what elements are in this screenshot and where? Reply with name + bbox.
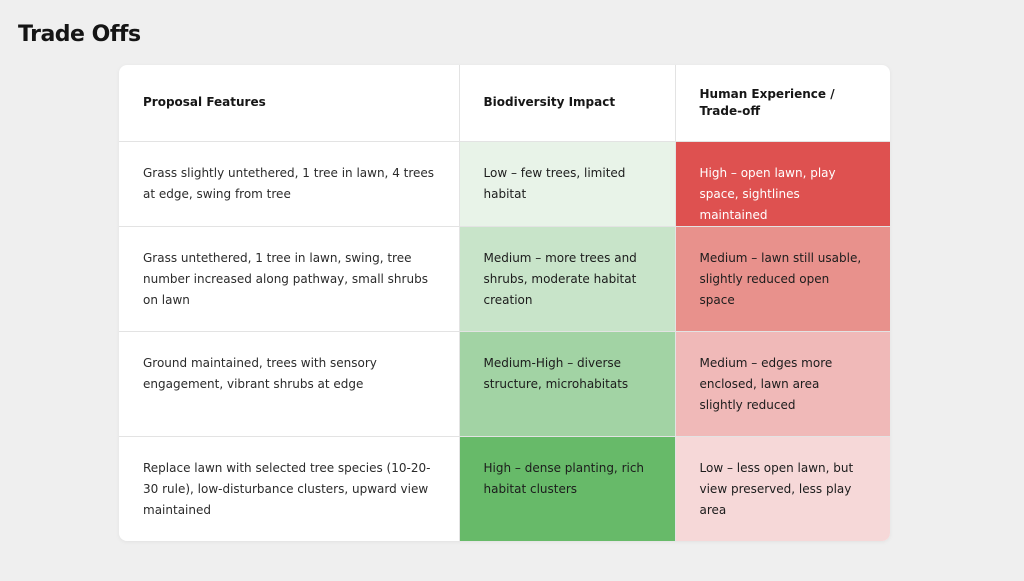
header-biodiversity-impact: Biodiversity Impact — [459, 65, 676, 142]
table-row: Ground maintained, trees with sensory en… — [119, 331, 890, 437]
feature-cell: Ground maintained, trees with sensory en… — [119, 331, 460, 437]
biodiversity-cell: Medium – more trees and shrubs, moderate… — [459, 226, 676, 332]
table-row: Grass slightly untethered, 1 tree in law… — [119, 141, 890, 227]
table-row: Grass untethered, 1 tree in lawn, swing,… — [119, 226, 890, 332]
human-experience-cell: Medium – lawn still usable, slightly red… — [675, 226, 890, 332]
human-experience-cell: Low – less open lawn, but view preserved… — [675, 436, 890, 541]
human-experience-cell: High – open lawn, play space, sightlines… — [675, 141, 890, 227]
table-header-row: Proposal Features Biodiversity Impact Hu… — [119, 65, 890, 142]
feature-cell: Grass untethered, 1 tree in lawn, swing,… — [119, 226, 460, 332]
human-experience-cell: Medium – edges more enclosed, lawn area … — [675, 331, 890, 437]
trade-offs-table: Proposal Features Biodiversity Impact Hu… — [119, 65, 890, 541]
page-title: Trade Offs — [18, 22, 141, 47]
biodiversity-cell: High – dense planting, rich habitat clus… — [459, 436, 676, 541]
header-proposal-features: Proposal Features — [119, 65, 460, 142]
biodiversity-cell: Low – few trees, limited habitat — [459, 141, 676, 227]
feature-cell: Replace lawn with selected tree species … — [119, 436, 460, 541]
biodiversity-cell: Medium-High – diverse structure, microha… — [459, 331, 676, 437]
table-row: Replace lawn with selected tree species … — [119, 436, 890, 541]
feature-cell: Grass slightly untethered, 1 tree in law… — [119, 141, 460, 227]
trade-offs-table-card: Proposal Features Biodiversity Impact Hu… — [119, 65, 890, 541]
header-human-experience: Human Experience / Trade-off — [675, 65, 890, 142]
